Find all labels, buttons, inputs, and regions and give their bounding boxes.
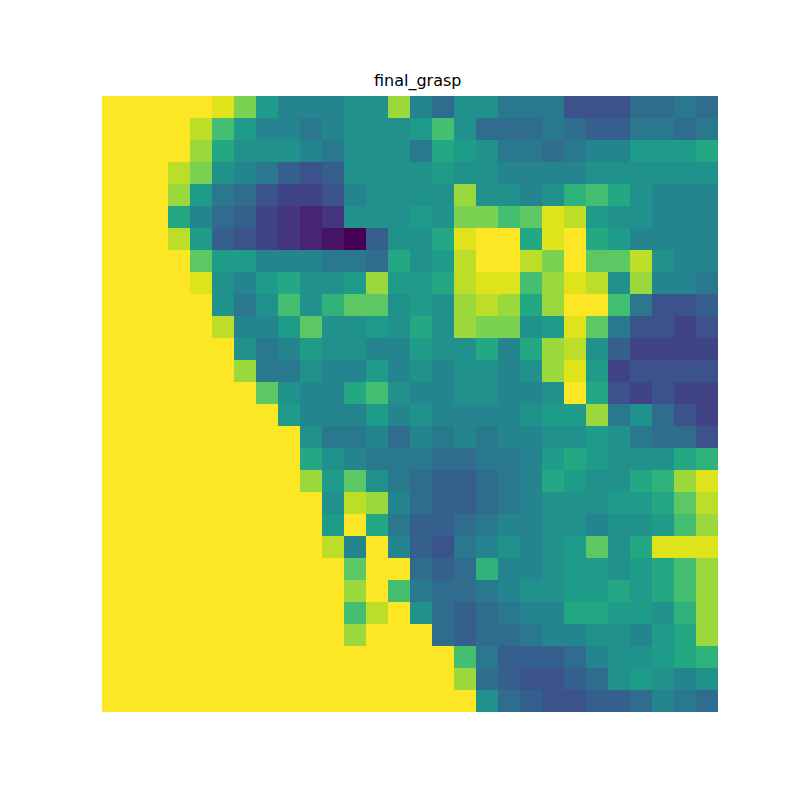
- svg-text:final_grasp: final_grasp: [374, 71, 462, 91]
